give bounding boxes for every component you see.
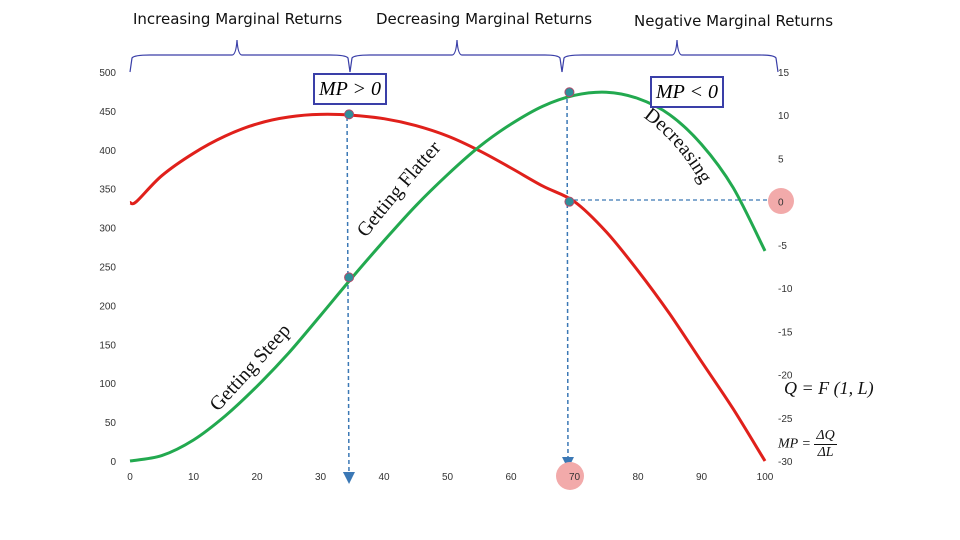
y-left-tick-label: 150 <box>99 340 116 351</box>
brace-decreasing <box>349 39 563 73</box>
highlight-y-zero <box>768 188 794 214</box>
y-right-tick-label: -10 <box>778 284 793 295</box>
x-tick-label: 10 <box>188 472 200 483</box>
curve-marker-point <box>564 196 575 207</box>
curve-markers <box>344 87 575 283</box>
guide-lines <box>342 91 768 484</box>
highlight-x-70 <box>556 462 584 490</box>
brace-increasing <box>129 39 351 73</box>
header-negative-returns: Negative Marginal Returns <box>634 12 834 30</box>
header-decreasing-returns: Decreasing Marginal Returns <box>376 10 593 28</box>
guide-vertical-left <box>342 109 355 484</box>
marginal-product-curve <box>129 112 767 462</box>
y-left-axis-ticks: 0 50 100 150 200 250 300 350 400 450 500 <box>99 68 116 468</box>
curve-marker-point <box>344 272 355 283</box>
y-right-tick-label: -20 <box>778 371 793 382</box>
y-left-tick-label: 0 <box>110 457 116 468</box>
x-tick-label: 90 <box>696 472 708 483</box>
y-right-axis-ticks: 15 10 5 0 -5 -10 -15 -20 -25 -30 <box>778 68 793 468</box>
y-left-tick-label: 400 <box>99 146 116 157</box>
y-right-tick-label: -15 <box>778 327 793 338</box>
box-mp-negative: MP < 0 <box>650 76 724 108</box>
x-tick-label: 70 <box>569 472 581 483</box>
box-mp-positive: MP > 0 <box>313 73 387 105</box>
x-axis-ticks: 0 10 20 30 40 50 60 70 80 90 100 <box>127 472 774 483</box>
curve-marker-point <box>344 109 355 120</box>
y-left-tick-label: 300 <box>99 224 116 235</box>
x-tick-label: 0 <box>127 472 133 483</box>
x-tick-label: 40 <box>378 472 390 483</box>
x-tick-label: 100 <box>757 472 774 483</box>
x-tick-label: 30 <box>315 472 327 483</box>
y-left-tick-label: 50 <box>105 418 117 429</box>
y-left-tick-label: 100 <box>99 379 116 390</box>
mp-formula-numerator: ΔQ <box>814 428 837 445</box>
x-tick-label: 60 <box>505 472 517 483</box>
y-right-tick-label: -25 <box>778 414 793 425</box>
formula-production-function: Q = F (1, L) <box>784 378 874 398</box>
y-left-tick-label: 250 <box>99 263 116 274</box>
y-left-tick-label: 500 <box>99 68 116 79</box>
y-right-tick-label: 5 <box>778 154 784 165</box>
label-getting-steeper: Getting Steeper <box>0 0 295 415</box>
curve-marker-point <box>564 87 575 98</box>
y-right-tick-label: 10 <box>778 111 790 122</box>
x-tick-label: 20 <box>251 472 263 483</box>
y-left-tick-label: 350 <box>99 185 116 196</box>
guide-vertical-right <box>561 91 574 469</box>
header-increasing-returns: Increasing Marginal Returns <box>133 10 343 28</box>
y-right-tick-label: 15 <box>778 68 790 79</box>
total-product-curve <box>129 90 767 463</box>
brace-negative <box>561 39 779 73</box>
label-decreasing: Decreasing <box>640 103 716 186</box>
mp-formula-denominator: ΔL <box>817 445 834 460</box>
y-left-tick-label: 450 <box>99 107 116 118</box>
y-left-tick-label: 200 <box>99 301 116 312</box>
y-right-tick-label: 0 <box>778 198 784 209</box>
x-tick-label: 80 <box>632 472 644 483</box>
brace-group <box>129 39 779 73</box>
x-tick-label: 50 <box>442 472 454 483</box>
formula-marginal-product: MP = ΔQ ΔL <box>778 428 837 461</box>
mp-formula-lhs: MP = <box>778 436 811 452</box>
y-right-tick-label: -30 <box>778 457 793 468</box>
y-right-tick-label: -5 <box>778 241 787 252</box>
mp-formula-fraction: ΔQ ΔL <box>814 428 837 461</box>
